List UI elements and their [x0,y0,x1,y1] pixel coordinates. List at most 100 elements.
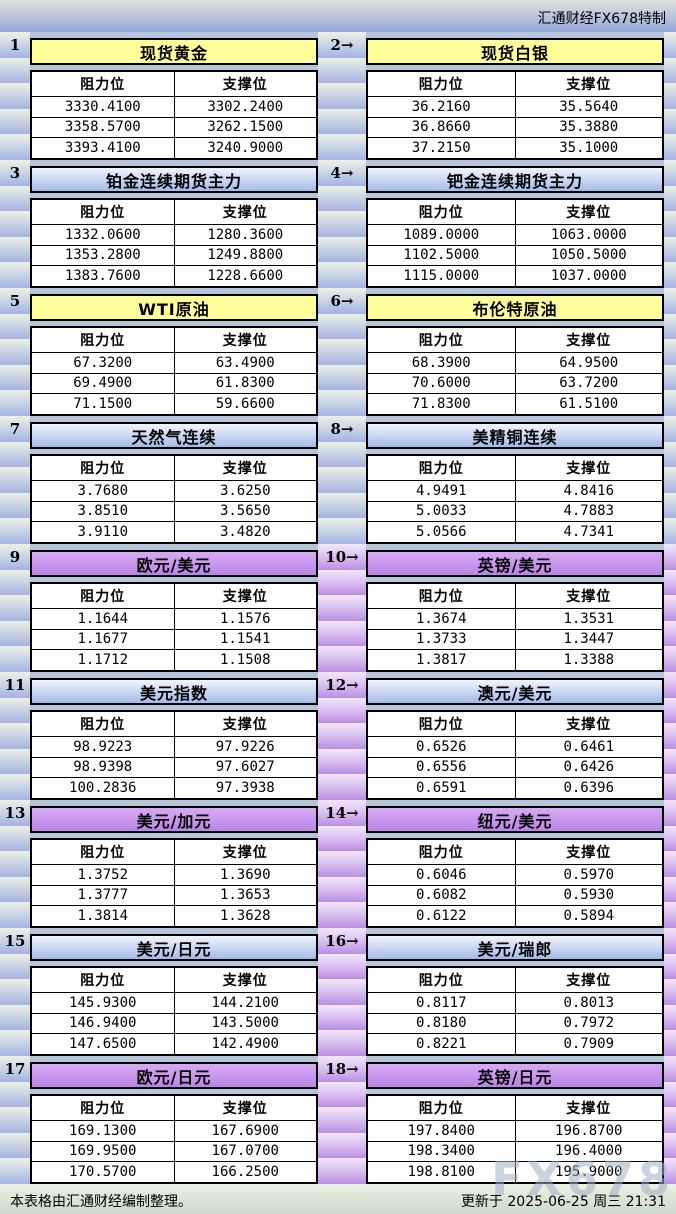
support-value: 0.6396 [515,778,662,798]
support-value: 1.3690 [174,865,316,885]
strip-cell [0,57,30,84]
section-row: 15 美元/日元 阻力位 支撑位 145.9300 144.2100 146.9400 143… [0,928,676,1056]
section-row: 9 欧元/美元 阻力位 支撑位 1.1644 1.1576 1.1677 1.1541 1.17… [0,544,676,672]
strip-cell [664,185,676,212]
strip-cell [664,467,676,493]
strip-cell [664,774,676,800]
strip-cell [318,697,366,724]
resistance-value: 0.6046 [368,865,515,885]
panel-铂金连续期货主力: 铂金连续期货主力 阻力位 支撑位 1332.0600 1280.3600 1353.280… [30,160,318,288]
panel-table: 阻力位 支撑位 1089.0000 1063.0000 1102.5000 1050.50… [366,198,664,288]
strip-cell [318,1132,366,1159]
panel-title: 欧元/美元 [30,550,318,577]
strip-cell [664,569,676,596]
strip-cell [664,1132,676,1159]
middle-number-cell: 6→ [318,288,366,314]
panel-title: 美元指数 [30,678,318,705]
resistance-value: 0.6591 [368,778,515,798]
resistance-value: 1089.0000 [368,225,515,245]
strip-cell [318,953,366,980]
panel-现货白银: 现货白银 阻力位 支撑位 36.2160 35.5640 36.8660 35.3880 37… [366,32,664,160]
panel-title: 铂金连续期货主力 [30,166,318,193]
support-value: 0.8013 [515,993,662,1013]
middle-number-cell: 10→ [318,544,366,570]
strip-cell [0,364,30,391]
strip-cell [664,1030,676,1056]
resistance-header: 阻力位 [32,456,174,480]
support-header: 支撑位 [515,968,662,992]
panel-title: 英镑/日元 [366,1062,664,1089]
strip-cell [318,262,366,288]
strip-cell [0,134,30,160]
left-strip: 9 [0,544,30,672]
panel-美元指数: 美元指数 阻力位 支撑位 98.9223 97.9226 98.9398 97.6027 10… [30,672,318,800]
support-value: 0.7909 [515,1034,662,1054]
support-value: 1.3628 [174,906,316,926]
strip-cell [664,1081,676,1108]
strip-cell [318,595,366,621]
resistance-value: 3330.4100 [32,97,174,117]
section-row: 1 现货黄金 阻力位 支撑位 3330.4100 3302.2400 3358.5700 32… [0,32,676,160]
strip-cell [664,1158,676,1184]
panel-table: 阻力位 支撑位 36.2160 35.5640 36.8660 35.3880 37.215… [366,70,664,160]
strip-cell [318,646,366,672]
resistance-header: 阻力位 [368,1096,515,1120]
strip-cell [664,646,676,672]
strip-cell [664,416,676,442]
strip-cell [318,1081,366,1108]
strip-cell [664,134,676,160]
left-number-cell: 11 [0,672,30,698]
strip-cell [318,390,366,416]
strip-cell [0,902,30,928]
strip-cell [0,1081,30,1108]
strip-cell [318,134,366,160]
left-number-cell: 9 [0,544,30,570]
section-row: 11 美元指数 阻力位 支撑位 98.9223 97.9226 98.9398 97.6027… [0,672,676,800]
support-value: 142.4900 [174,1034,316,1054]
strip-cell [0,979,30,1005]
strip-cell [318,979,366,1005]
panel-title: 澳元/美元 [366,678,664,705]
right-strip [664,928,676,1056]
strip-cell [664,57,676,84]
strip-cell [0,646,30,672]
left-number-cell: 7 [0,416,30,442]
resistance-value: 36.2160 [368,97,515,117]
resistance-value: 198.8100 [368,1162,515,1182]
resistance-value: 3.9110 [32,522,174,542]
support-value: 61.5100 [515,394,662,414]
source-note: 本表格由汇通财经编制整理。 [10,1194,192,1210]
strip-cell [318,313,366,340]
resistance-value: 4.9491 [368,481,515,501]
support-value: 196.8700 [515,1121,662,1141]
middle-strip: 14→ [318,800,366,928]
left-number-cell: 15 [0,928,30,954]
resistance-value: 146.9400 [32,1013,174,1034]
strip-cell [664,518,676,544]
support-value: 4.7341 [515,522,662,542]
right-strip [664,416,676,544]
strip-cell [664,544,676,570]
support-value: 0.6426 [515,757,662,778]
support-header: 支撑位 [515,72,662,96]
panel-纽元/美元: 纽元/美元 阻力位 支撑位 0.6046 0.5970 0.6082 0.5930 0.612… [366,800,664,928]
right-strip [664,288,676,416]
strip-cell [0,825,30,852]
panel-table: 阻力位 支撑位 3.7680 3.6250 3.8510 3.5650 3.9110 3.48… [30,454,318,544]
panel-table: 阻力位 支撑位 1.3674 1.3531 1.3733 1.3447 1.3817 1.33… [366,582,664,672]
strip-cell [0,748,30,775]
resistance-value: 71.1500 [32,394,174,414]
resistance-header: 阻力位 [368,200,515,224]
left-strip: 5 [0,288,30,416]
support-value: 4.7883 [515,501,662,522]
support-value: 0.7972 [515,1013,662,1034]
panel-title: WTI原油 [30,294,318,321]
strip-cell [0,83,30,109]
resistance-value: 169.1300 [32,1121,174,1141]
strip-cell [0,595,30,621]
section-row: 17 欧元/日元 阻力位 支撑位 169.1300 167.6900 169.9500 167… [0,1056,676,1184]
support-header: 支撑位 [174,1096,316,1120]
strip-cell [0,723,30,749]
panel-table: 阻力位 支撑位 0.6526 0.6461 0.6556 0.6426 0.6591 0.63… [366,710,664,800]
resistance-value: 1.3817 [368,650,515,670]
